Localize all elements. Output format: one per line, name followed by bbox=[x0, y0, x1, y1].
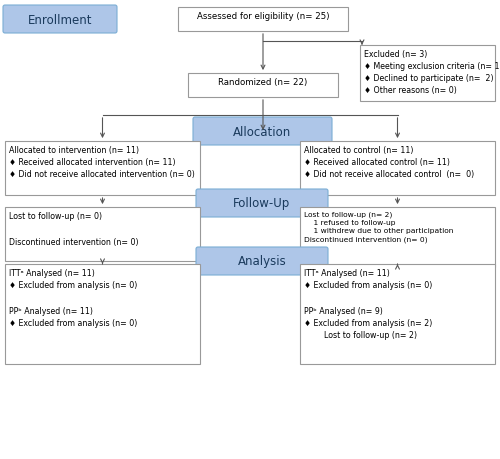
Text: Allocated to control (n= 11)
♦ Received allocated control (n= 11)
♦ Did not rece: Allocated to control (n= 11) ♦ Received … bbox=[304, 146, 474, 179]
Text: Lost to follow-up (n= 0)

Discontinued intervention (n= 0): Lost to follow-up (n= 0) Discontinued in… bbox=[9, 212, 138, 247]
Text: Excluded (n= 3)
♦ Meeting exclusion criteria (n= 1)
♦ Declined to participate (n: Excluded (n= 3) ♦ Meeting exclusion crit… bbox=[364, 50, 500, 95]
FancyBboxPatch shape bbox=[5, 207, 200, 262]
FancyBboxPatch shape bbox=[3, 6, 117, 34]
FancyBboxPatch shape bbox=[360, 46, 495, 102]
FancyBboxPatch shape bbox=[5, 142, 200, 196]
Text: Allocated to intervention (n= 11)
♦ Received allocated intervention (n= 11)
♦ Di: Allocated to intervention (n= 11) ♦ Rece… bbox=[9, 146, 195, 179]
FancyBboxPatch shape bbox=[196, 190, 328, 218]
FancyBboxPatch shape bbox=[300, 142, 495, 196]
Text: Follow-Up: Follow-Up bbox=[234, 197, 290, 210]
FancyBboxPatch shape bbox=[300, 207, 495, 268]
Text: Analysis: Analysis bbox=[238, 255, 286, 268]
Text: ITTᵃ Analysed (n= 11)
♦ Excluded from analysis (n= 0)

PPᵇ Analysed (n= 11)
♦ Ex: ITTᵃ Analysed (n= 11) ♦ Excluded from an… bbox=[9, 269, 137, 327]
FancyBboxPatch shape bbox=[178, 8, 348, 32]
FancyBboxPatch shape bbox=[5, 264, 200, 364]
Text: Assessed for eligibility (n= 25): Assessed for eligibility (n= 25) bbox=[197, 12, 329, 21]
FancyBboxPatch shape bbox=[300, 264, 495, 364]
Text: Allocation: Allocation bbox=[234, 125, 292, 138]
Text: Lost to follow-up (n= 2)
    1 refused to follow-up
    1 withdrew due to other : Lost to follow-up (n= 2) 1 refused to fo… bbox=[304, 212, 454, 242]
Text: Enrollment: Enrollment bbox=[28, 13, 92, 27]
Text: ITTᵃ Analysed (n= 11)
♦ Excluded from analysis (n= 0)

PPᵇ Analysed (n= 9)
♦ Exc: ITTᵃ Analysed (n= 11) ♦ Excluded from an… bbox=[304, 269, 432, 340]
Text: Randomized (n= 22): Randomized (n= 22) bbox=[218, 78, 308, 87]
FancyBboxPatch shape bbox=[196, 247, 328, 275]
FancyBboxPatch shape bbox=[193, 118, 332, 146]
FancyBboxPatch shape bbox=[188, 74, 338, 98]
